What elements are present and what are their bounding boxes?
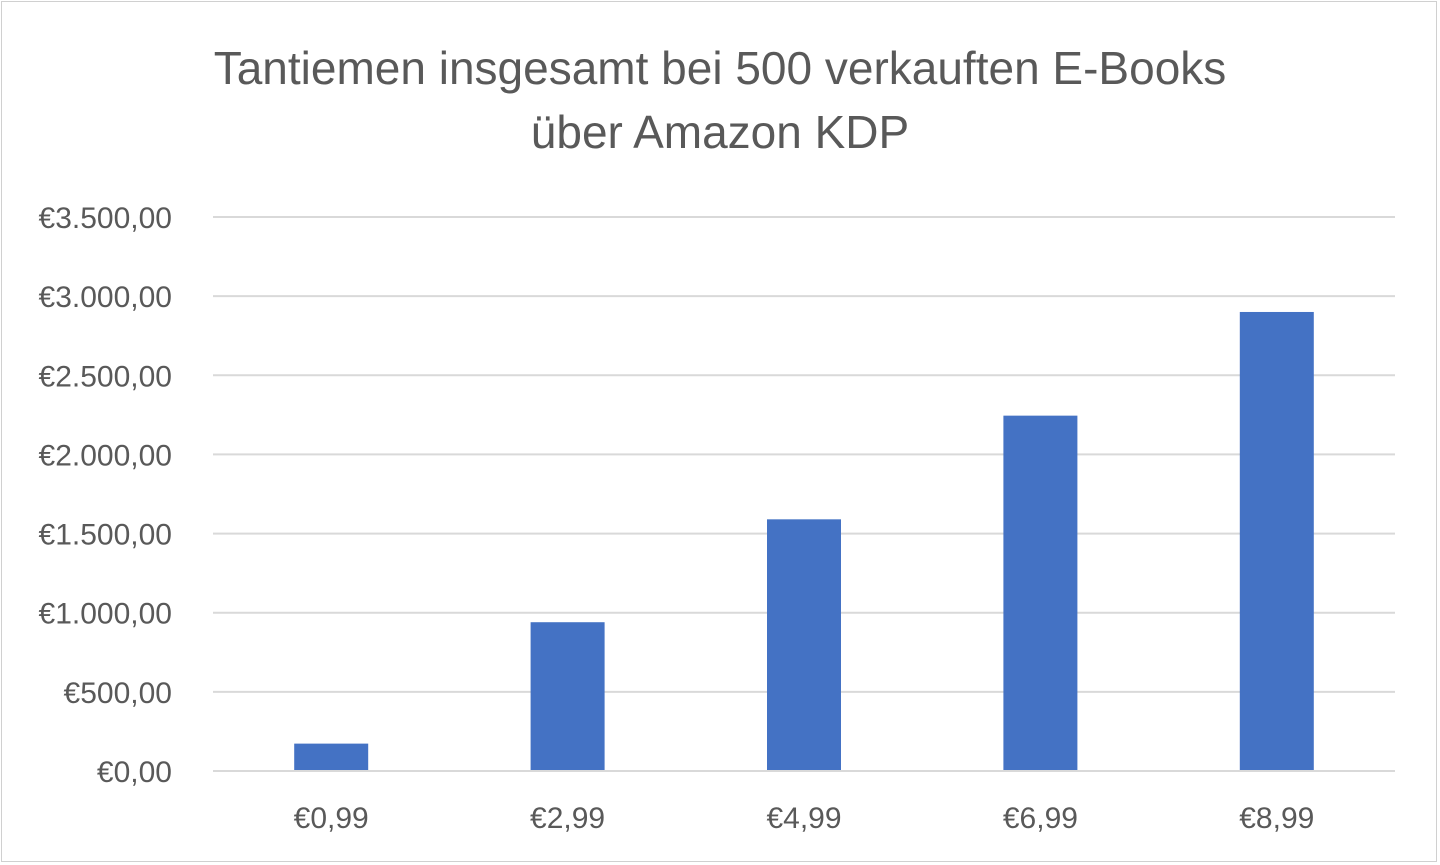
- x-tick-label: €8,99: [1239, 802, 1314, 835]
- bar: [1003, 415, 1078, 771]
- bar: [530, 622, 605, 771]
- y-tick-label: €1.000,00: [39, 598, 172, 631]
- y-tick-label: €1.500,00: [39, 519, 172, 552]
- y-tick-label: €500,00: [64, 677, 172, 710]
- x-tick-label: €0,99: [294, 802, 369, 835]
- chart-title: Tantiemen insgesamt bei 500 verkauften E…: [0, 36, 1440, 164]
- x-tick-label: €6,99: [1003, 802, 1078, 835]
- chart-title-line-2: über Amazon KDP: [530, 106, 910, 158]
- bar: [294, 743, 369, 771]
- y-tick-label: €2.000,00: [39, 439, 172, 472]
- y-tick-label: €2.500,00: [39, 360, 172, 393]
- x-tick-label: €2,99: [530, 802, 605, 835]
- y-tick-label: €3.000,00: [39, 281, 172, 314]
- y-tick-label: €3.500,00: [39, 202, 172, 235]
- bar: [767, 519, 841, 771]
- x-tick-label: €4,99: [766, 802, 841, 835]
- y-tick-label: €0,00: [97, 756, 172, 789]
- chart-title-line-1: Tantiemen insgesamt bei 500 verkauften E…: [213, 42, 1227, 94]
- bar: [1239, 311, 1314, 771]
